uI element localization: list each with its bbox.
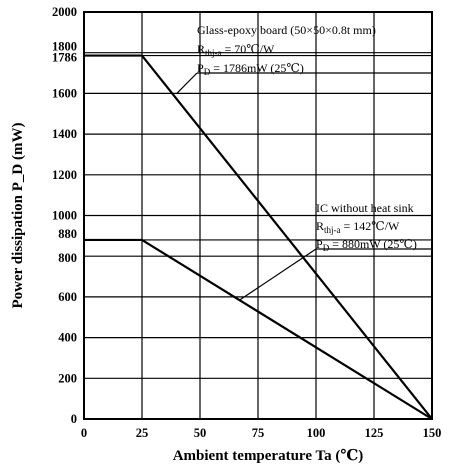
x-tick-label: 150 xyxy=(423,426,442,440)
y-tick-label: 200 xyxy=(58,371,77,385)
y-tick-label: 880 xyxy=(58,227,77,241)
y-tick-label: 600 xyxy=(58,290,77,304)
series-line-2 xyxy=(84,238,433,420)
annotation-1-line-1: Glass-epoxy board (50×50×0.8t mm) xyxy=(197,23,376,37)
x-tick-label: 75 xyxy=(252,426,265,440)
grid-lines xyxy=(84,12,432,419)
y-tick-label: 400 xyxy=(58,331,77,345)
x-tick-label: 125 xyxy=(365,426,384,440)
x-tick-label: 0 xyxy=(81,426,87,440)
plot-frame xyxy=(83,11,433,420)
x-tick-label: 50 xyxy=(194,426,207,440)
y-tick-labels: 0 200 400 600 800 880 1000 1200 1400 1600 17861800… xyxy=(52,5,77,426)
annotation-1-line-3: PD = 1786mW (25℃) xyxy=(197,61,304,77)
x-tick-labels: 0 25 50 75 100 125 150 xyxy=(81,426,442,440)
x-tick-label: 25 xyxy=(136,426,149,440)
annotation-2-line-1: IC without heat sink xyxy=(316,201,414,215)
series-line-1 xyxy=(84,54,433,420)
x-axis-title: Ambient temperature Ta (℃) xyxy=(173,448,364,464)
y-tick-label: 800 xyxy=(58,251,77,265)
y-tick-label: 1000 xyxy=(52,209,77,223)
annotations: Glass-epoxy board (50×50×0.8t mm) Rthj-a … xyxy=(176,23,432,301)
annotation-leader-1 xyxy=(176,72,198,94)
y-tick-label: 2000 xyxy=(52,5,77,19)
annotation-leader-2 xyxy=(239,248,317,301)
x-tick-label: 100 xyxy=(307,426,326,440)
annotation-1-line-2: Rthj-a = 70℃/W xyxy=(197,42,275,58)
annotation-2-line-3: PD = 880mW (25℃) xyxy=(316,237,417,253)
y-tick-label: 1400 xyxy=(52,127,77,141)
y-tick-label: 1200 xyxy=(52,168,77,182)
y-tick-label: 1786 xyxy=(52,51,77,65)
y-tick-label: 1600 xyxy=(52,86,77,100)
annotation-2-line-2: Rthj-a = 142℃/W xyxy=(316,219,400,235)
y-axis-title: Power dissipation P_D (mW) xyxy=(10,123,26,309)
series-group xyxy=(84,54,433,420)
y-tick-label: 1800 xyxy=(52,40,77,54)
y-tick-label: 0 xyxy=(71,412,77,426)
